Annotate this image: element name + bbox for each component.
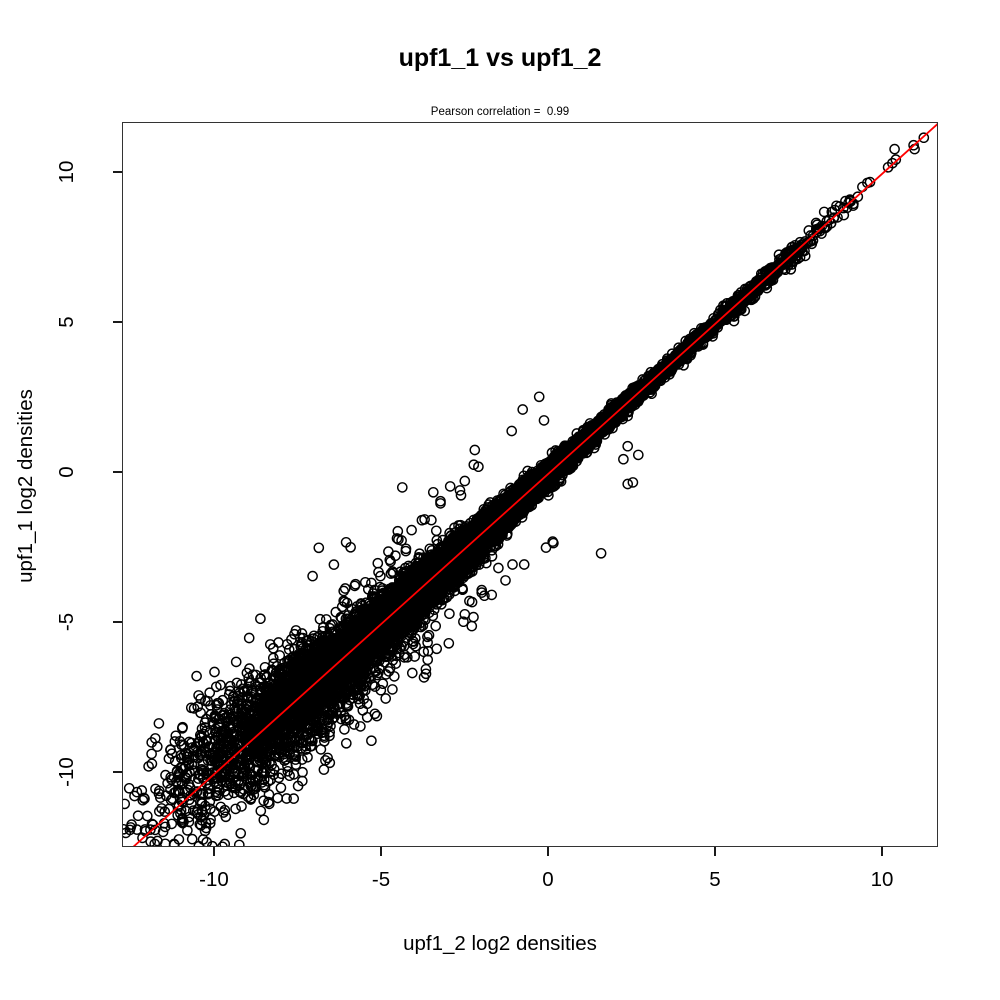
y-tick-mark bbox=[113, 321, 122, 323]
x-tick-mark bbox=[213, 847, 215, 856]
x-axis-label: upf1_2 log2 densities bbox=[403, 932, 597, 955]
x-tick-label: 10 bbox=[870, 868, 894, 891]
y-tick-label: -5 bbox=[55, 612, 78, 632]
identity-reference-line bbox=[132, 123, 937, 846]
y-axis-label: upf1_1 log2 densities bbox=[14, 389, 37, 583]
y-tick-mark bbox=[113, 771, 122, 773]
y-tick-mark bbox=[113, 621, 122, 623]
x-tick-mark bbox=[881, 847, 883, 856]
y-tick-mark bbox=[113, 471, 122, 473]
plot-area bbox=[122, 122, 938, 847]
y-tick-label: 0 bbox=[55, 466, 78, 478]
plot-subtitle-correlation: Pearson correlation = 0.99 bbox=[430, 106, 570, 118]
y-tick-mark bbox=[113, 171, 122, 173]
x-tick-mark bbox=[714, 847, 716, 856]
y-tick-label: -10 bbox=[55, 757, 78, 787]
y-tick-label: 5 bbox=[55, 316, 78, 328]
x-tick-label: 5 bbox=[709, 868, 721, 891]
x-tick-label: -10 bbox=[199, 868, 229, 891]
x-tick-mark bbox=[380, 847, 382, 856]
y-tick-label: 10 bbox=[55, 160, 78, 184]
x-tick-label: -5 bbox=[371, 868, 391, 891]
x-tick-mark bbox=[547, 847, 549, 856]
plot-title: upf1_1 vs upf1_2 bbox=[398, 44, 602, 72]
scatter-canvas bbox=[123, 123, 937, 846]
x-tick-label: 0 bbox=[542, 868, 554, 891]
